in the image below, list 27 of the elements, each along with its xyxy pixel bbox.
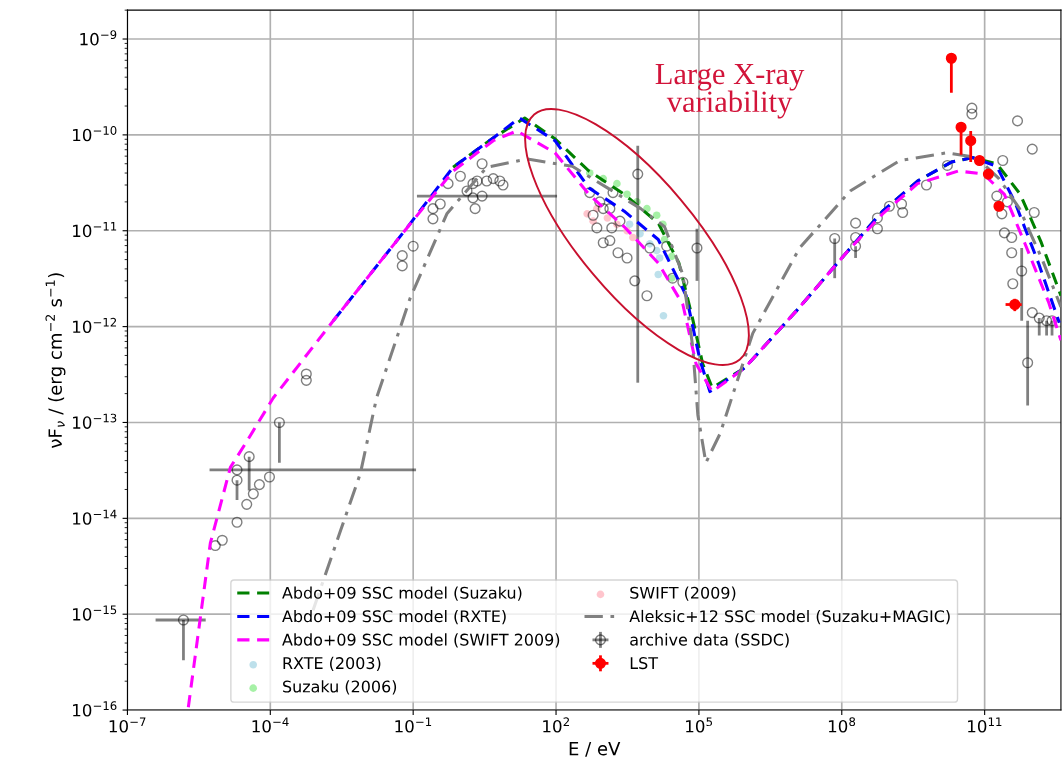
y-tick-label: 10$^{−15}$ [73,605,117,621]
legend-label: RXTE (2003) [283,656,381,672]
legend-label: LST [630,657,659,670]
legend-label: Abdo+09 SSC model (SWIFT 2009) [282,633,560,648]
legend-label: Aleksic+12 SSC model (Suzaku+MAGIC) [629,609,950,625]
y-tick-label: 10$^{−9}$ [80,30,117,46]
y-tick-label: 10$^{−11}$ [73,222,117,238]
y-tick-label: 10$^{−16}$ [73,701,117,717]
legend-label: Abdo+09 SSC model (RXTE) [282,609,506,625]
annotation: Large X-ray variability [655,64,805,119]
legend-label: SWIFT (2009) [630,586,736,601]
x-tick-label: 10$^{11}$ [968,717,1002,733]
y-tick-label: 10$^{−12}$ [73,317,117,334]
legend-label: Suzaku (2006) [283,680,397,695]
y-tick-label: 10$^{−10}$ [73,126,117,142]
x-axis-title: E / eV [569,742,621,757]
y-axis-title: νF$_{ν}$ / (erg cm$^{−2}$ s$^{−1}$) [45,273,66,448]
y-tick-label: 10$^{−14}$ [73,509,117,525]
x-tick-label: 10$^{8}$ [828,717,856,733]
x-tick-label: 10$^{2}$ [543,717,569,733]
x-tick-label: 10$^{−7}$ [109,717,146,733]
legend-label: Abdo+09 SSC model (Suzaku) [282,586,522,601]
x-tick-label: 10$^{−4}$ [252,717,289,733]
x-tick-label: 10$^{−1}$ [395,717,432,733]
x-tick-label: 10$^{5}$ [686,717,713,733]
legend-label: archive data (SSDC) [630,633,789,648]
y-tick-label: 10$^{−13}$ [73,413,117,429]
